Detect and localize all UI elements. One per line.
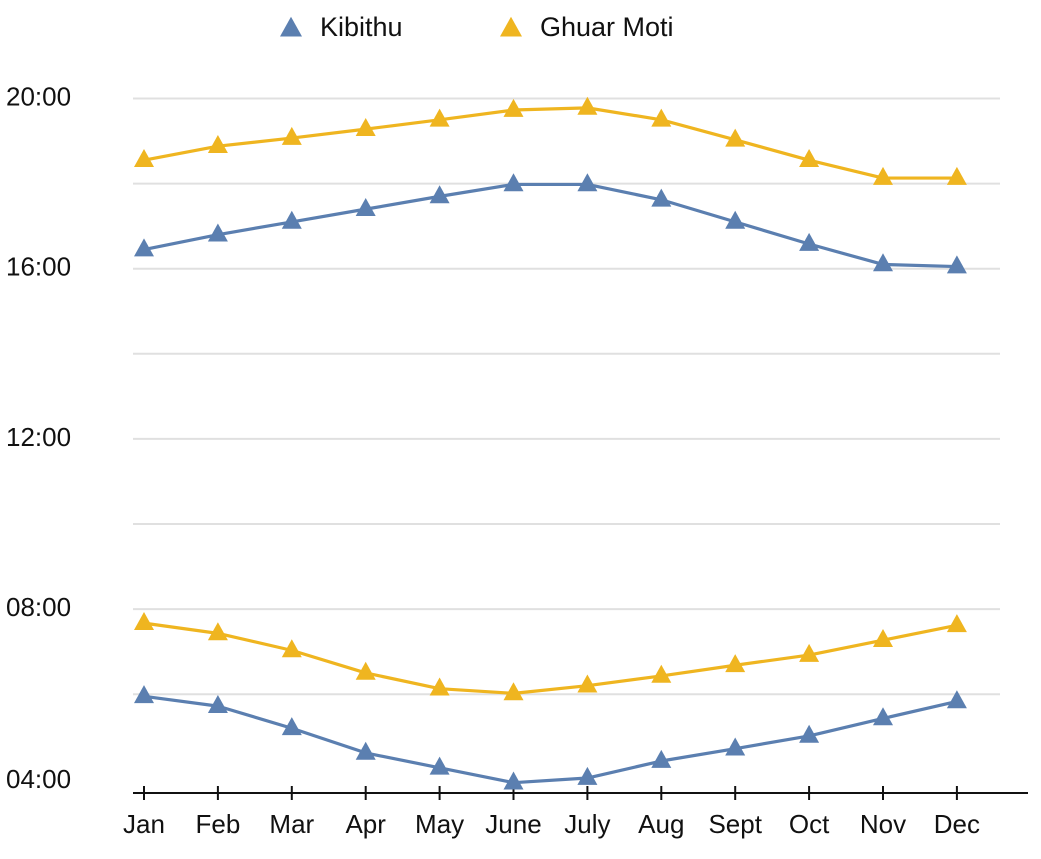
ghuar-moti-sunset-line [143, 106, 957, 180]
kibithu-sunrise-point [355, 741, 376, 760]
kibithu-sunrise-line [143, 694, 958, 785]
ghuar-moti-sunset-point [873, 166, 893, 185]
ghuar-moti-sunrise-line [143, 621, 958, 695]
y-tick-label: 20:00 [6, 81, 71, 111]
kibithu-sunrise-point [946, 690, 967, 709]
y-tick-label: 12:00 [6, 422, 71, 452]
kibithu-sunset-point [651, 188, 672, 207]
kibithu-sunset-point [946, 255, 967, 274]
kibithu-sunset-point [725, 210, 746, 229]
y-tick-label: 04:00 [6, 764, 71, 794]
kibithu-sunrise-point [429, 756, 450, 775]
x-tick-label: May [415, 809, 464, 839]
ghuar-moti-sunset-point [281, 126, 302, 145]
kibithu-sunset-point [281, 210, 302, 229]
x-tick-label: Mar [269, 809, 314, 839]
ghuar-moti-sunrise-point [355, 661, 376, 680]
kibithu-sunrise-point [873, 707, 893, 726]
kibithu-sunrise-point [725, 737, 746, 756]
kibithu-sunset-point [429, 185, 450, 204]
kibithu-sunrise-point [651, 749, 672, 768]
ghuar-moti-sunrise-point [503, 682, 524, 701]
x-tick-label: June [485, 809, 541, 839]
ghuar-moti-sunset-point [355, 117, 376, 136]
legend-marker-kibithu [280, 16, 302, 37]
ghuar-moti-sunset-point [651, 108, 672, 127]
ghuar-moti-sunset-point [577, 96, 598, 115]
series-kibithu-sunset [134, 173, 967, 274]
ghuar-moti-sunset-point [429, 108, 450, 127]
ghuar-moti-sunrise-point [429, 677, 450, 696]
kibithu-sunrise-point [503, 771, 524, 790]
ghuar-moti-sunset-point [503, 98, 524, 117]
series-ghuar-moti-sunset [134, 96, 967, 185]
legend: Kibithu Ghuar Moti [280, 12, 674, 42]
series-ghuar-moti-sunrise [134, 611, 967, 701]
ghuar-moti-sunset-point [725, 128, 746, 147]
ghuar-moti-sunrise-point [281, 639, 302, 658]
legend-label-kibithu: Kibithu [320, 12, 403, 42]
ghuar-moti-sunset-point [799, 149, 820, 168]
kibithu-sunset-point [355, 197, 376, 216]
ghuar-moti-sunrise-point [946, 614, 967, 633]
x-tick-label: Feb [195, 809, 240, 839]
x-tick-label: Dec [934, 809, 980, 839]
legend-label-ghuar-moti: Ghuar Moti [540, 12, 674, 42]
gridlines [133, 97, 1000, 696]
ghuar-moti-sunrise-point [134, 611, 154, 630]
kibithu-sunset-point [134, 238, 154, 257]
ghuar-moti-sunrise-point [577, 674, 598, 693]
kibithu-sunrise-point [134, 685, 154, 704]
kibithu-sunset-point [799, 232, 820, 251]
ghuar-moti-sunrise-point [651, 664, 672, 683]
kibithu-sunrise-point [799, 724, 820, 743]
x-tick-label: Sept [708, 809, 762, 839]
ghuar-moti-sunrise-point [725, 654, 746, 673]
kibithu-sunset-line [143, 182, 957, 269]
y-tick-label: 08:00 [6, 592, 71, 622]
kibithu-sunset-point [577, 173, 598, 192]
x-axis: Jan Feb Mar Apr May June July Aug Sept Oct Nov Dec [123, 786, 1028, 839]
x-tick-label: Apr [345, 809, 386, 839]
ghuar-moti-sunrise-point [799, 643, 820, 662]
kibithu-sunset-point [873, 253, 893, 272]
ghuar-moti-sunset-point [134, 149, 154, 168]
kibithu-sunrise-point [577, 766, 598, 785]
kibithu-sunrise-point [207, 694, 228, 713]
y-axis: 04:00 08:00 12:00 16:00 20:00 [6, 81, 71, 794]
x-tick-label: Oct [789, 809, 830, 839]
kibithu-sunset-point [207, 223, 228, 242]
series-layer [134, 96, 967, 790]
series-kibithu-sunrise [134, 685, 967, 790]
x-tick-label: July [564, 809, 610, 839]
ghuar-moti-sunset-point [207, 134, 228, 153]
ghuar-moti-sunset-point [946, 166, 967, 185]
ghuar-moti-sunrise-point [207, 622, 228, 641]
x-tick-label: Aug [638, 809, 684, 839]
ghuar-moti-sunrise-point [873, 629, 893, 648]
y-tick-label: 16:00 [6, 252, 71, 282]
x-tick-label: Nov [860, 809, 906, 839]
x-tick-label: Jan [123, 809, 165, 839]
kibithu-sunset-point [503, 173, 524, 192]
legend-marker-ghuar-moti [500, 16, 522, 37]
kibithu-sunrise-point [281, 717, 302, 736]
